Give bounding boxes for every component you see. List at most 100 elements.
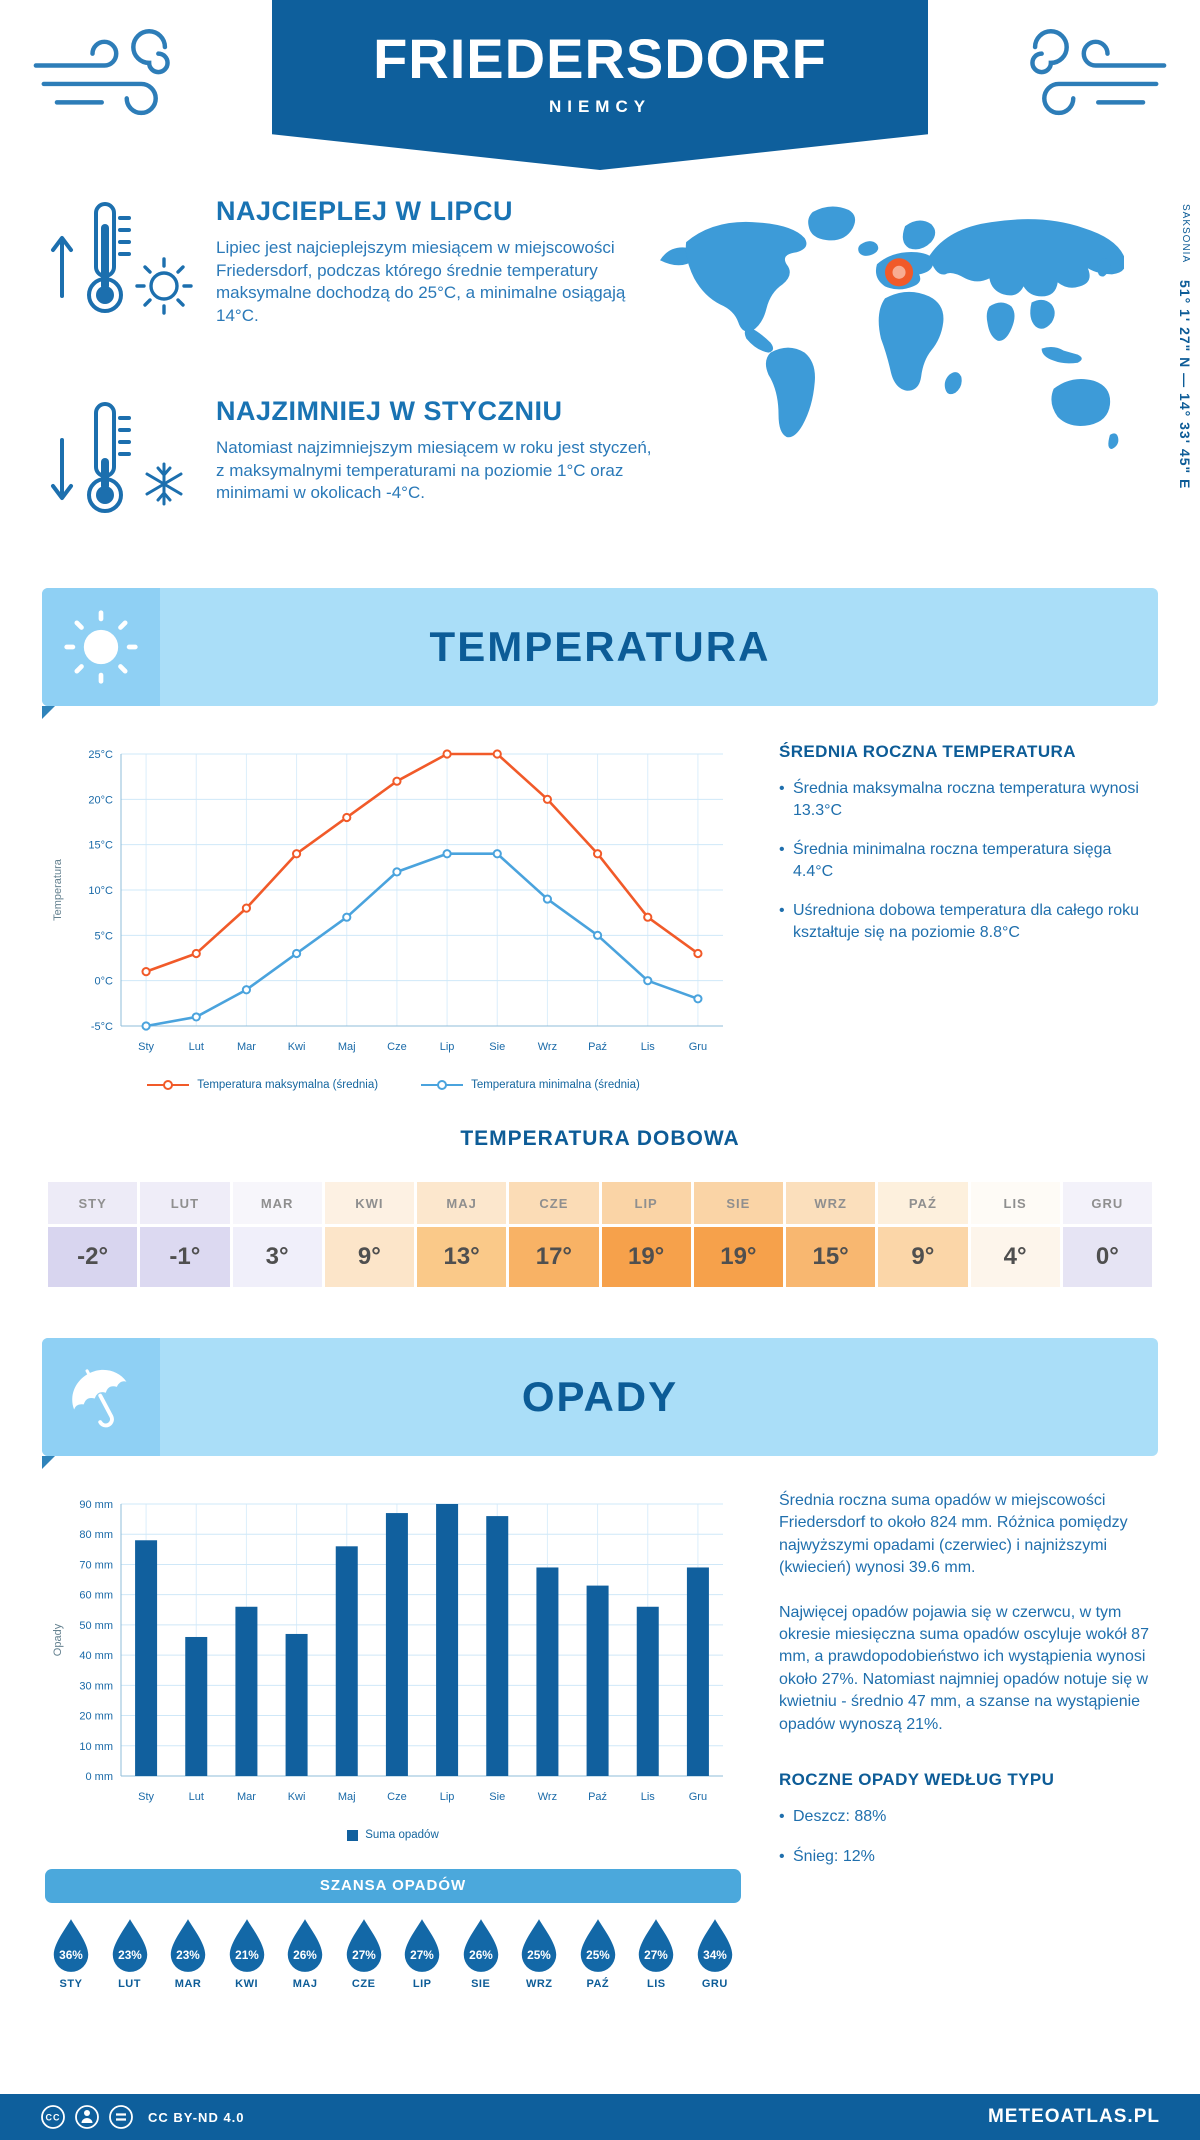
month-header-cell: STY xyxy=(48,1182,138,1224)
y-tick-label: 80 mm xyxy=(79,1529,113,1541)
stat-bullet: Średnia maksymalna roczna temperatura wy… xyxy=(779,778,1155,821)
drop-month-label: WRZ xyxy=(525,1978,553,1990)
month-header-cell: PAŹ xyxy=(878,1182,968,1224)
data-point xyxy=(442,749,452,759)
drop-month-label: PAŹ xyxy=(586,1978,610,1990)
stat-bullet: Uśredniona dobowa temperatura dla całego… xyxy=(779,900,1155,943)
chance-drop: 23% LUT xyxy=(104,1917,156,1990)
raindrop-icon: 21% xyxy=(229,1919,264,1972)
chance-value: 23% xyxy=(118,1948,142,1962)
header: FRIEDERSDORF NIEMCY xyxy=(0,0,1200,170)
sun-icon xyxy=(42,588,160,719)
precipitation-bar xyxy=(135,1540,158,1776)
data-point xyxy=(141,967,151,977)
raindrop-icon: 25% xyxy=(580,1919,616,1972)
legend-item: Temperatura minimalna (średnia) xyxy=(420,1079,640,1091)
raindrop-icon: 26% xyxy=(463,1919,498,1972)
daily-temperature-title: TEMPERATURA DOBOWA xyxy=(460,1127,740,1150)
y-tick-label: 50 mm xyxy=(79,1620,113,1632)
coldest-month-block: NAJZIMNIEJ W STYCZNIU Natomiast najzimni… xyxy=(48,396,698,520)
daily-temperature-table-wrap: STY LUT MAR KWI MAJ CZE LIP SIE WRZ PAŹ LIS GRU -2° -… xyxy=(0,1179,1200,1290)
annual-temperature-bullets: Średnia maksymalna roczna temperatura wy… xyxy=(779,778,1155,944)
precipitation-chart-legend: Suma opadów xyxy=(45,1829,741,1841)
warmest-month-text: Lipiec jest najcieplejszym miesiącem w m… xyxy=(216,238,626,325)
drop-month-label: GRU xyxy=(701,1978,728,1990)
month-header-cell: LUT xyxy=(140,1182,230,1224)
y-tick-label: 60 mm xyxy=(79,1590,113,1602)
intro-section: NAJCIEPLEJ W LIPCU Lipiec jest najcieple… xyxy=(0,170,1200,560)
world-map xyxy=(652,198,1126,530)
month-header-cell: SIE xyxy=(693,1182,783,1224)
y-axis-title: Temperatura xyxy=(52,858,64,921)
x-tick-label: Sie xyxy=(489,1041,505,1053)
data-point xyxy=(291,849,302,859)
data-point xyxy=(592,849,603,859)
footer: CC CC BY-ND 4.0 METEOATLAS.PL xyxy=(0,2094,1200,2140)
data-point xyxy=(492,849,502,859)
raindrop-icon: 25% xyxy=(522,1919,557,1972)
month-header-cell: MAR xyxy=(232,1182,322,1224)
y-tick-label: 10°C xyxy=(88,885,113,897)
month-header-cell: CZE xyxy=(509,1182,599,1224)
chance-drop: 25% PAŹ xyxy=(572,1917,624,1990)
raindrop-icon: 27% xyxy=(639,1919,674,1972)
temperature-section-header: TEMPERATURA xyxy=(42,588,1158,719)
chance-drop: 36% STY xyxy=(45,1917,97,1990)
month-header-cell: GRU xyxy=(1062,1182,1152,1224)
y-tick-label: -5°C xyxy=(91,1021,113,1033)
daily-temperature-table: STY LUT MAR KWI MAJ CZE LIP SIE WRZ PAŹ LIS GRU -2° -… xyxy=(45,1179,1155,1290)
temperature-chart-legend: Temperatura maksymalna (średnia) Temperat… xyxy=(45,1079,741,1091)
drop-month-label: KWI xyxy=(235,1978,259,1990)
svg-text:CC: CC xyxy=(46,2113,61,2123)
warmest-month-heading: NAJCIEPLEJ W LIPCU xyxy=(216,196,514,226)
x-tick-label: Kwi xyxy=(288,1791,306,1803)
max-temperature-line xyxy=(144,752,700,973)
chance-of-precipitation-drops: 36% STY 23% LUT 23% MAR 21% KWI 26% MAJ 27% CZE 27% L… xyxy=(45,1917,741,1990)
thermometer-snowflake-icon xyxy=(48,398,198,520)
x-tick-label: Wrz xyxy=(538,1791,557,1803)
min-temperature-line xyxy=(144,852,700,1028)
x-tick-label: Maj xyxy=(338,1791,356,1803)
precipitation-bar xyxy=(636,1606,659,1776)
precipitation-bar-chart: Sty Lut Mar Kwi Maj Cze Lip Sie Wrz Paź Lis Gru 0 mm… xyxy=(52,1499,723,1803)
y-tick-label: 20 mm xyxy=(79,1711,113,1723)
precipitation-type-bullets: Deszcz: 88% Śnieg: 12% xyxy=(779,1806,1155,1867)
temperature-value-cell: -1° xyxy=(140,1227,230,1287)
warmest-month-block: NAJCIEPLEJ W LIPCU Lipiec jest najcieple… xyxy=(48,196,698,327)
precipitation-type-heading: ROCZNE OPADY WEDŁUG TYPU xyxy=(779,1769,1055,1789)
data-point xyxy=(241,985,252,995)
precipitation-bar xyxy=(235,1606,258,1776)
precipitation-section-header: OPADY xyxy=(42,1338,1158,1469)
data-point xyxy=(442,849,452,859)
data-point xyxy=(392,867,402,877)
drop-month-label: LUT xyxy=(118,1978,141,1990)
legend-label: Suma opadów xyxy=(365,1829,439,1841)
no-derivatives-icon xyxy=(109,2105,133,2129)
coldest-month-text: Natomiast najzimniejszym miesiącem w rok… xyxy=(216,438,652,503)
data-point xyxy=(542,894,553,904)
umbrella-icon xyxy=(42,1338,160,1469)
drop-month-label: LIS xyxy=(647,1978,666,1990)
legend-item: Suma opadów xyxy=(347,1829,439,1841)
temperature-value-cell: 19° xyxy=(601,1227,691,1287)
y-tick-label: 30 mm xyxy=(79,1680,113,1692)
y-tick-label: 0 mm xyxy=(86,1771,114,1783)
x-tick-label: Sie xyxy=(489,1791,505,1803)
x-tick-label: Cze xyxy=(387,1041,407,1053)
y-tick-label: 70 mm xyxy=(79,1559,113,1571)
x-tick-label: Lis xyxy=(641,1041,656,1053)
chance-value: 23% xyxy=(176,1948,200,1962)
temperature-value-cell: 19° xyxy=(693,1227,783,1287)
annual-temperature-heading: ŚREDNIA ROCZNA TEMPERATURA xyxy=(779,742,1076,761)
precipitation-bar xyxy=(185,1636,208,1776)
y-tick-label: 15°C xyxy=(88,840,113,852)
data-point xyxy=(141,1021,151,1031)
page-title: FRIEDERSDORF xyxy=(373,27,827,90)
drop-month-label: STY xyxy=(59,1978,83,1990)
drop-month-label: SIE xyxy=(471,1978,491,1990)
chance-drop: 34% GRU xyxy=(689,1917,741,1990)
precipitation-bar xyxy=(385,1513,408,1776)
attribution-icon xyxy=(75,2105,99,2129)
precipitation-stats: Średnia roczna suma opadów w miejscowośc… xyxy=(779,1490,1155,1990)
